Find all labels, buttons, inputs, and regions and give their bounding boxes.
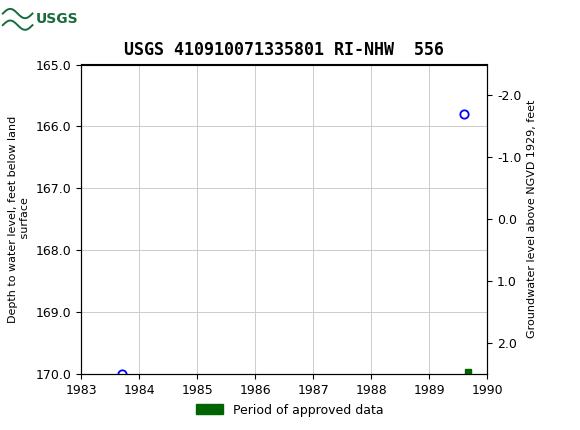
Y-axis label: Groundwater level above NGVD 1929, feet: Groundwater level above NGVD 1929, feet bbox=[527, 100, 537, 338]
Title: USGS 410910071335801 RI-NHW  556: USGS 410910071335801 RI-NHW 556 bbox=[124, 41, 444, 59]
Y-axis label: Depth to water level, feet below land
 surface: Depth to water level, feet below land su… bbox=[9, 116, 30, 323]
Text: USGS: USGS bbox=[35, 12, 78, 26]
Legend: Period of approved data: Period of approved data bbox=[191, 399, 389, 421]
